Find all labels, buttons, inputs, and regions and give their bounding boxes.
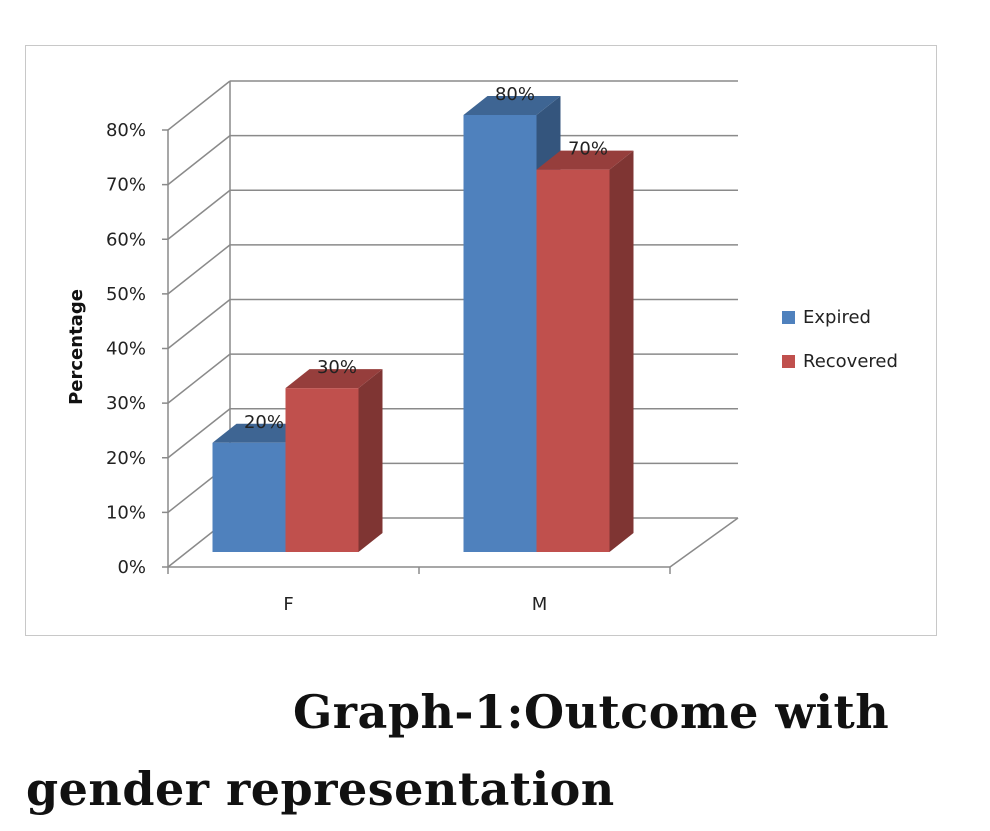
y-tick-label: 30% xyxy=(106,393,146,414)
y-tick-label: 70% xyxy=(106,175,146,196)
data-label: 20% xyxy=(244,412,284,433)
y-axis-title: Percentage xyxy=(66,289,87,405)
legend-label-expired: Expired xyxy=(803,307,871,328)
gridline-side-70 xyxy=(167,135,231,186)
y-tick-label: 0% xyxy=(117,557,146,578)
x-tick-label: M xyxy=(532,594,548,615)
bar-top-expired-f xyxy=(212,423,310,443)
bar-side-recovered-f xyxy=(358,369,383,552)
floor-right-edge xyxy=(669,517,739,568)
y-tick-label: 40% xyxy=(106,339,146,360)
gridline-side-80 xyxy=(167,80,231,131)
gridline-side-40 xyxy=(167,298,231,350)
gridline-side-50 xyxy=(167,244,231,295)
bar-recovered-m xyxy=(536,169,610,552)
y-tick-label: 50% xyxy=(106,284,146,305)
caption-line-1: Graph-1:Outcome with xyxy=(293,685,890,739)
y-tick-label: 20% xyxy=(106,448,146,469)
bar-expired-f xyxy=(212,442,286,552)
bar-top-expired-m xyxy=(463,96,561,115)
bar-side-recovered-m xyxy=(609,150,634,552)
gridline-side-20 xyxy=(167,408,231,459)
y-tick-label: 80% xyxy=(106,120,146,141)
y-tick-label: 60% xyxy=(106,229,146,250)
data-label: 30% xyxy=(317,357,357,378)
bar-top-recovered-f xyxy=(285,369,383,389)
bar-recovered-f xyxy=(285,388,359,552)
legend-swatch-recovered xyxy=(782,355,795,368)
data-label: 70% xyxy=(568,139,608,160)
legend-swatch-expired xyxy=(782,311,795,324)
bar-expired-m xyxy=(463,115,537,552)
legend-label-recovered: Recovered xyxy=(803,351,898,372)
data-label: 80% xyxy=(495,84,535,105)
y-tick-label: 10% xyxy=(106,502,146,523)
bar-top-recovered-m xyxy=(536,150,634,170)
chart-frame xyxy=(25,45,937,636)
x-tick-label: F xyxy=(283,594,293,615)
bar-chart: 0% 10% 20% 30% 40% 50% 60% 70% 80% Percentage 20% 3… xyxy=(66,80,898,615)
gridline-side-30 xyxy=(167,353,231,404)
gridline-side-60 xyxy=(167,189,231,240)
caption-line-2: gender representation xyxy=(26,762,615,816)
